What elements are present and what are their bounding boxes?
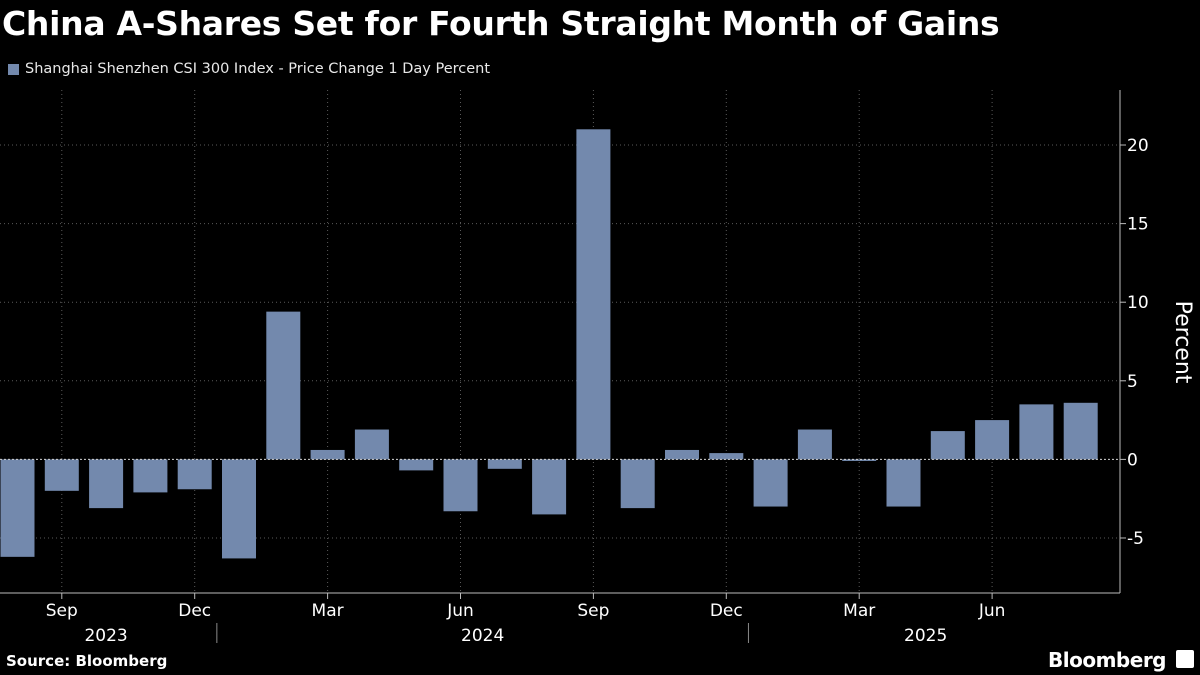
y-tick-label: 10 [1127,293,1149,313]
bar [89,459,124,509]
y-tick-label: 20 [1127,136,1149,156]
x-tick-label: Dec [178,601,211,621]
y-tick-label: 5 [1127,372,1138,392]
year-label: 2025 [904,626,947,646]
bar [842,459,877,461]
x-tick-label: Jun [446,601,474,621]
x-tick-label: Mar [312,601,344,621]
y-tick-label: -5 [1127,529,1144,549]
x-tick-label: Dec [710,601,743,621]
bar [133,459,168,493]
bar [1063,402,1098,460]
chart-legend: Shanghai Shenzhen CSI 300 Index - Price … [8,61,490,77]
bloomberg-logo: Bloomberg [1048,648,1166,672]
bar [310,449,345,460]
bar [709,453,744,460]
y-tick-label: 15 [1127,215,1149,235]
bar [177,459,212,490]
x-tick-label: Jun [978,601,1006,621]
bar [354,429,389,460]
bar [665,449,699,460]
chart-title: China A-Shares Set for Fourth Straight M… [2,4,1000,43]
legend-swatch [8,63,19,75]
bar [266,311,301,460]
bar [487,459,522,469]
bloomberg-mark-icon [1176,650,1194,668]
bar [930,431,965,460]
x-tick-label: Sep [46,601,78,621]
legend-label: Shanghai Shenzhen CSI 300 Index - Price … [25,61,491,77]
x-tick-label: Mar [843,601,875,621]
y-axis-title: Percent [1170,301,1195,384]
year-label: 2024 [461,626,504,646]
bar [620,459,655,509]
bar [44,459,79,491]
bar [886,459,921,507]
bar [753,459,788,507]
y-tick-label: 0 [1127,450,1138,470]
bar [797,429,832,460]
bar [576,129,611,460]
bar [0,459,35,557]
bar [222,459,256,559]
bar [443,459,478,512]
source-note: Source: Bloomberg [6,652,168,670]
bar [532,459,567,515]
bar [399,459,434,471]
bar [1019,404,1054,460]
x-tick-label: Sep [577,601,609,621]
bar [975,420,1010,460]
year-label: 2023 [84,626,127,646]
